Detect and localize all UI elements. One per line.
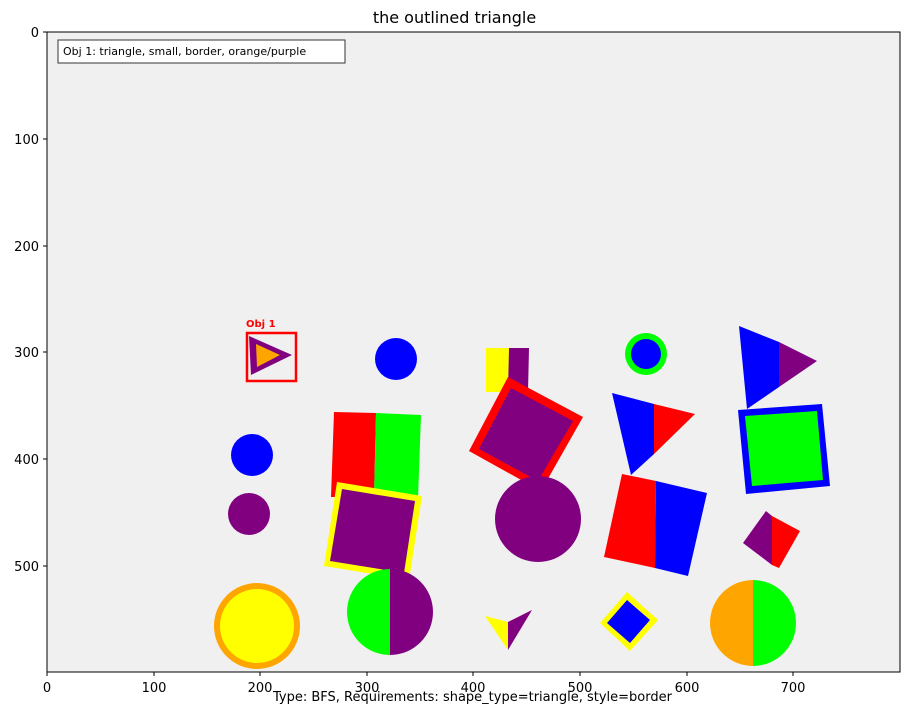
legend-text: Obj 1: triangle, small, border, orange/p… xyxy=(63,45,306,58)
target-highlight-box xyxy=(245,331,298,383)
x-axis: 0 100 200 300 400 500 600 700 xyxy=(43,672,806,696)
yellow-border-blue-diamond-shape xyxy=(600,592,658,651)
y-tick-label: 0 xyxy=(31,26,39,41)
blue-circle-shape-2 xyxy=(231,434,273,476)
scene-shapes xyxy=(214,326,830,669)
red-border-purple-square-shape xyxy=(469,377,583,491)
x-tick-label: 400 xyxy=(461,681,486,696)
yellow-border-purple-square-shape xyxy=(324,482,422,580)
y-tick-label: 100 xyxy=(14,133,39,148)
y-tick-label: 500 xyxy=(14,560,39,575)
blue-border-green-square-shape xyxy=(738,404,830,494)
blue-circle-shape xyxy=(375,338,417,380)
blue-ring-circle-shape xyxy=(625,333,667,375)
legend-box: Obj 1: triangle, small, border, orange/p… xyxy=(57,39,346,64)
orange-ring-yellow-circle-shape xyxy=(214,583,300,669)
purple-circle-shape xyxy=(228,493,270,535)
x-tick-label: 0 xyxy=(43,681,51,696)
yellow-purple-triangle-shape xyxy=(485,610,532,650)
target-triangle-shape xyxy=(249,336,292,375)
x-tick-label: 700 xyxy=(781,681,806,696)
x-tick-label: 300 xyxy=(355,681,380,696)
red-blue-square-shape xyxy=(604,474,707,576)
blue-red-triangle-shape xyxy=(612,393,695,475)
red-green-square-shape xyxy=(331,412,421,499)
caption: Type: BFS, Requirements: shape_type=tria… xyxy=(273,690,672,705)
x-tick-label: 600 xyxy=(675,681,700,696)
x-tick-label: 500 xyxy=(568,681,593,696)
purple-red-diamond-shape xyxy=(743,511,800,568)
orange-green-circle-shape xyxy=(710,580,796,666)
x-tick-label: 100 xyxy=(142,681,167,696)
y-tick-label: 200 xyxy=(14,240,39,255)
green-purple-circle-shape xyxy=(347,569,433,655)
y-tick-label: 300 xyxy=(14,346,39,361)
x-tick-label: 200 xyxy=(248,681,273,696)
purple-circle-shape-2 xyxy=(495,476,581,562)
y-tick-label: 400 xyxy=(14,453,39,468)
blue-purple-triangle-shape xyxy=(739,326,817,409)
figure-title: the outlined triangle xyxy=(372,8,537,27)
y-axis: 0 100 200 300 400 500 xyxy=(14,26,47,575)
target-annotation-label: Obj 1 xyxy=(246,319,276,330)
